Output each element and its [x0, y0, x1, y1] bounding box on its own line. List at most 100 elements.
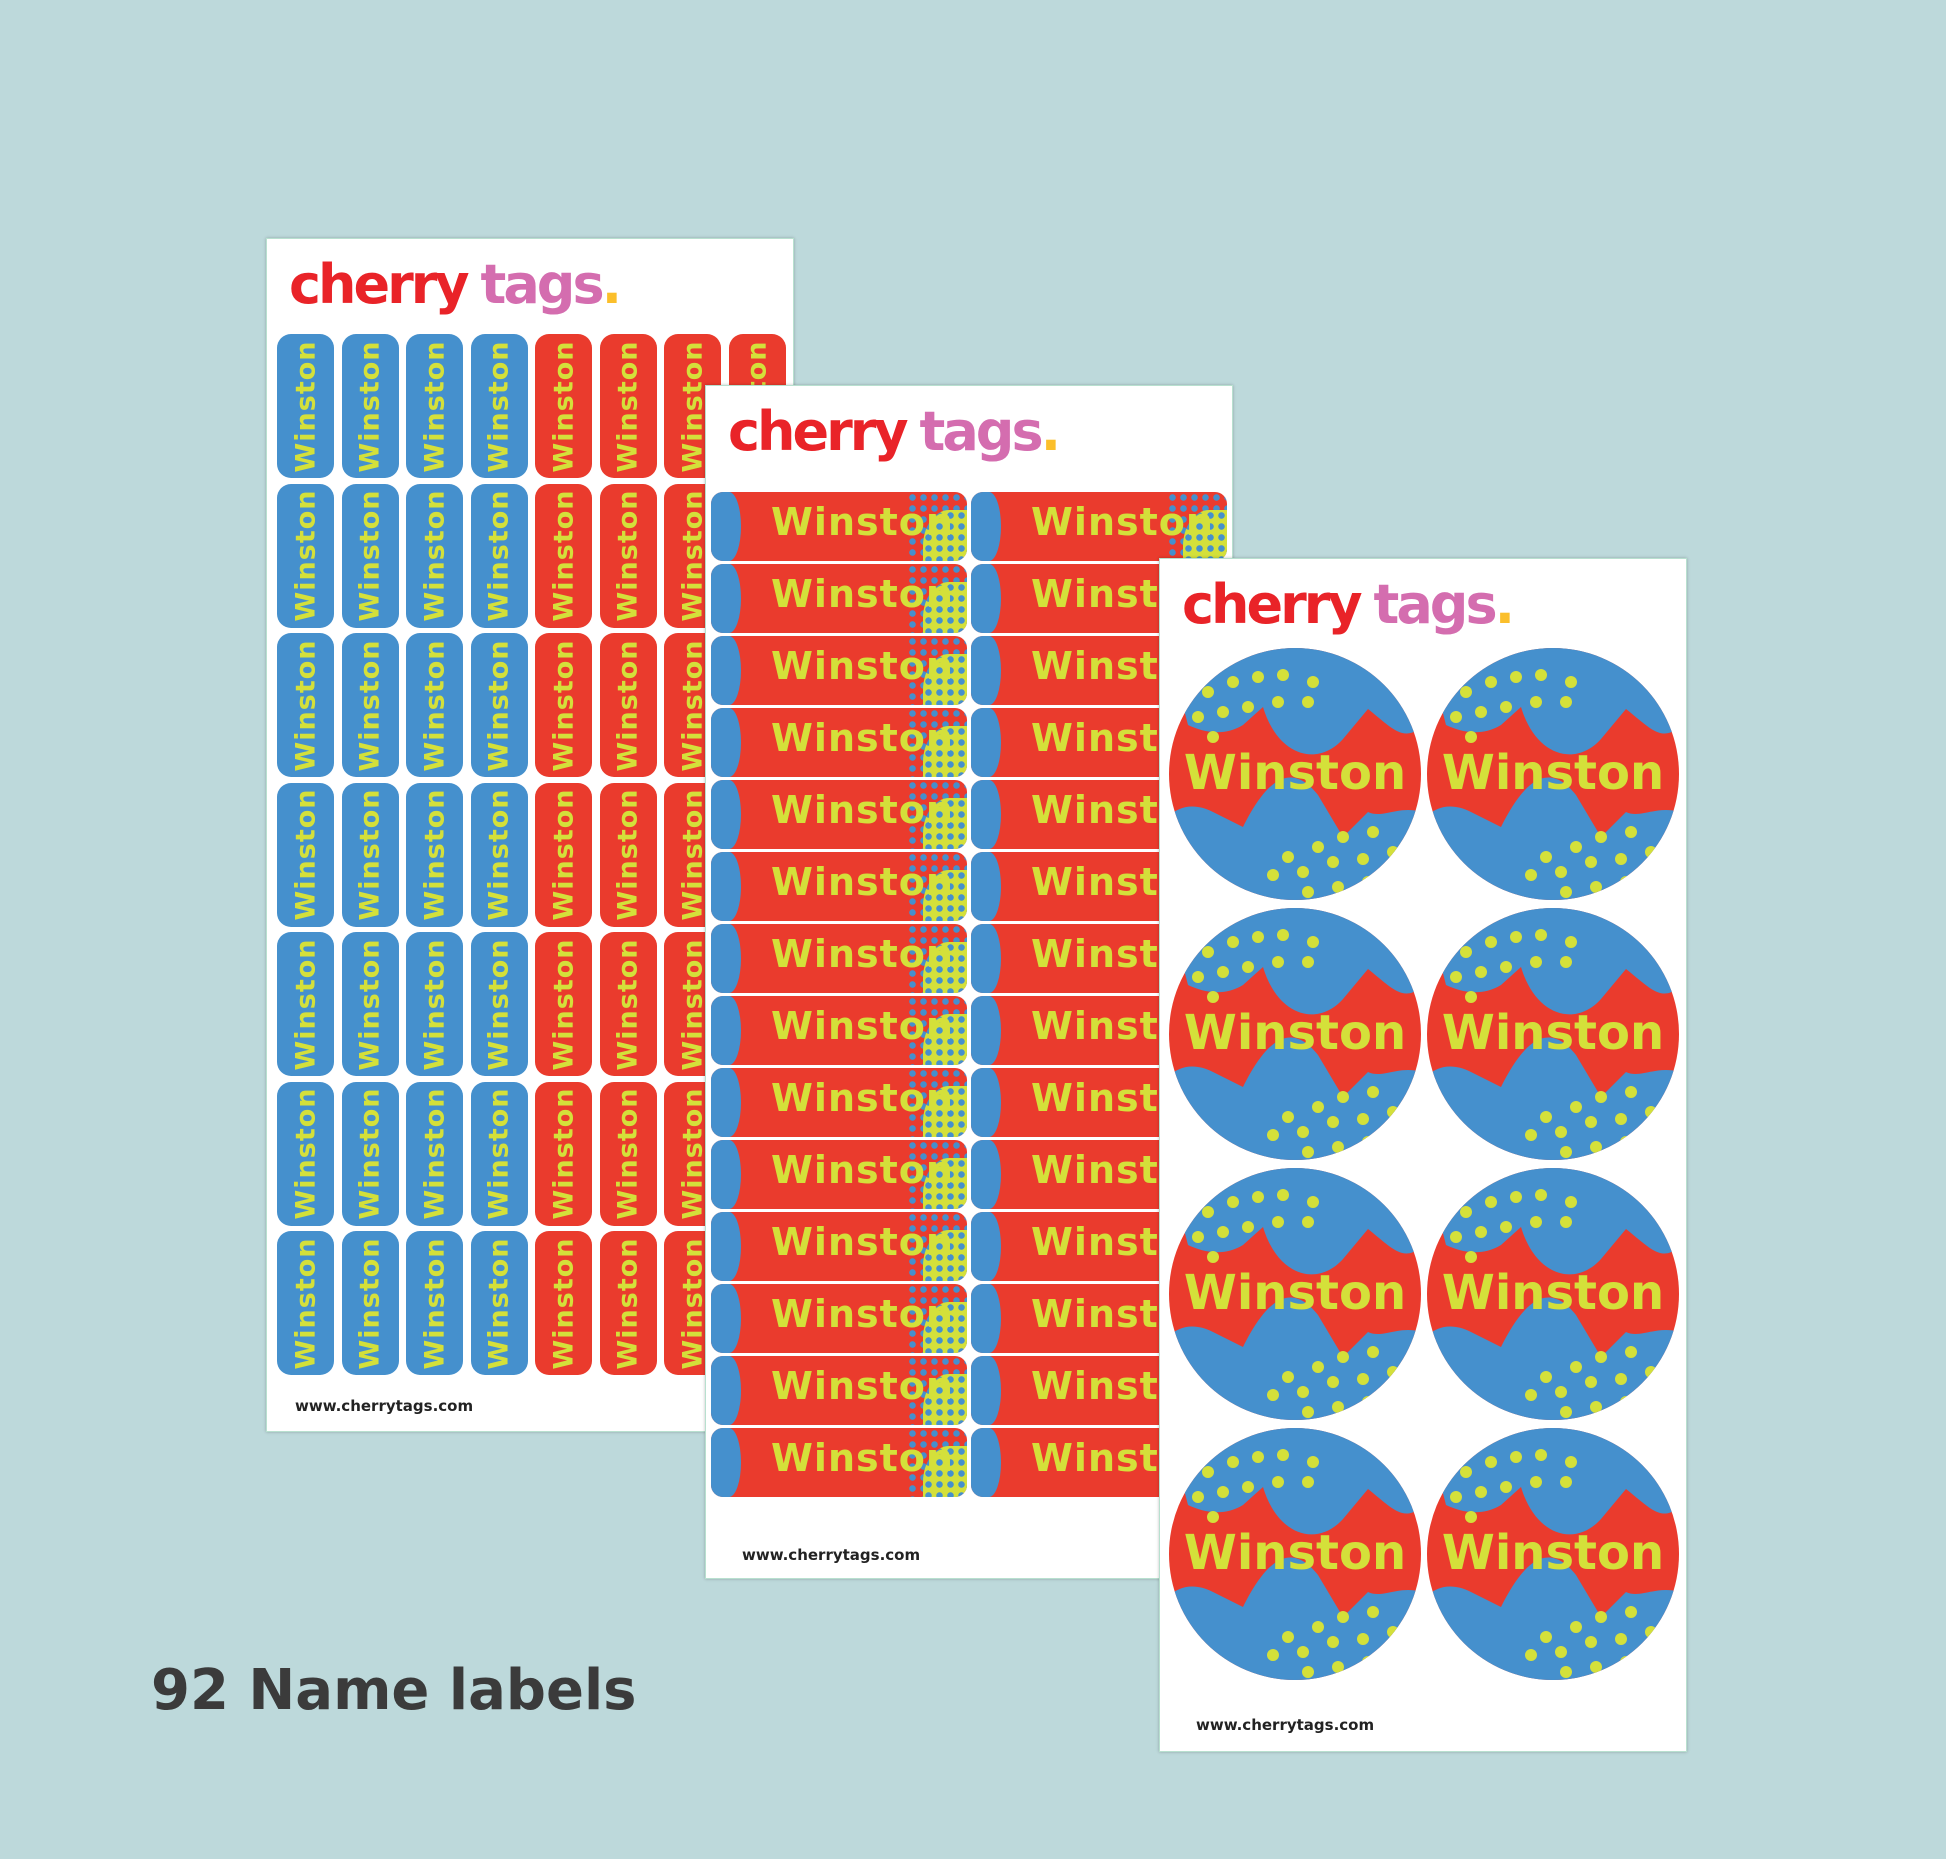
- blue-wave-shape: [711, 780, 741, 849]
- website-url: www.cherrytags.com: [295, 1397, 474, 1415]
- label-text: Winston: [612, 788, 644, 921]
- wide-name-label: Winston: [711, 1140, 967, 1209]
- dot-pattern: [923, 510, 967, 561]
- wide-name-label: Winston: [711, 708, 967, 777]
- label-text: Winston: [548, 489, 580, 622]
- blue-wave-shape: [971, 1356, 1001, 1425]
- round-label-graphic: Winston: [1169, 1168, 1421, 1420]
- tall-name-label: Winston: [406, 1231, 463, 1375]
- label-text: Winston: [483, 788, 515, 921]
- wide-name-label: Winston: [711, 636, 967, 705]
- label-text: Winston: [419, 339, 451, 473]
- label-text: Winston: [419, 1236, 451, 1370]
- tall-name-label: Winston: [599, 334, 657, 478]
- label-text: Winston: [771, 860, 954, 904]
- tall-name-label: Winston: [599, 1231, 657, 1375]
- blue-wave-shape: [711, 996, 741, 1065]
- label-text: Winston: [1184, 1525, 1406, 1581]
- round-name-label: Winston: [1168, 647, 1422, 901]
- round-name-label: Winston: [1168, 1167, 1422, 1421]
- logo-word-tags: tags: [1373, 573, 1498, 636]
- tall-name-label: Winston: [535, 483, 592, 628]
- label-text: Winston: [290, 1236, 322, 1370]
- tall-name-label: Winston: [599, 483, 657, 628]
- label-text: Winston: [612, 1236, 644, 1370]
- tall-name-label: Winston: [406, 932, 463, 1076]
- label-text: Winston: [548, 1087, 580, 1220]
- blue-wave-shape: [971, 996, 1001, 1065]
- blue-wave-shape: [971, 1140, 1001, 1209]
- label-text: Winston: [548, 638, 580, 772]
- logo-dot: .: [1040, 400, 1061, 463]
- label-text: Winston: [612, 937, 644, 1071]
- label-text: Winston: [1184, 1005, 1406, 1061]
- tall-name-label: Winston: [277, 782, 334, 927]
- label-text: Winston: [771, 1220, 954, 1264]
- label-text: Winston: [354, 788, 386, 921]
- blue-wave-shape: [971, 492, 1001, 561]
- label-text: Winston: [548, 937, 580, 1071]
- round-name-label: Winston: [1426, 1167, 1680, 1421]
- label-text: Winston: [548, 1236, 580, 1370]
- label-text: Winston: [354, 1236, 386, 1370]
- label-text: Winston: [1442, 1265, 1664, 1321]
- tall-name-label: Winston: [535, 334, 592, 478]
- label-text: Winston: [290, 339, 322, 473]
- tall-name-label: Winston: [599, 1081, 657, 1226]
- tall-name-label: Winston: [599, 633, 657, 777]
- label-text: Winston: [771, 1148, 954, 1192]
- brand-logo: cherry tags.: [728, 400, 1061, 463]
- product-heading: 92 Name labels: [151, 1658, 637, 1723]
- label-text: Winston: [771, 1292, 954, 1336]
- blue-wave-shape: [711, 1068, 741, 1137]
- label-text: Winston: [1442, 1525, 1664, 1581]
- wide-name-label: Winston: [711, 1284, 967, 1353]
- wide-name-label: Winston: [711, 1356, 967, 1425]
- blue-wave-shape: [711, 852, 741, 921]
- label-text: Winston: [771, 788, 954, 832]
- label-text: Winston: [483, 489, 515, 622]
- label-text: Winston: [677, 638, 709, 772]
- round-label-graphic: Winston: [1169, 908, 1421, 1160]
- label-text: Winston: [771, 500, 954, 544]
- tall-name-label: Winston: [470, 1081, 528, 1226]
- blue-wave-shape: [711, 924, 741, 993]
- label-text: Winston: [290, 638, 322, 772]
- label-text: Winston: [771, 1364, 954, 1408]
- tall-name-label: Winston: [470, 334, 528, 478]
- round-label-graphic: Winston: [1169, 648, 1421, 900]
- tall-name-label: Winston: [277, 483, 334, 628]
- logo-dot: .: [601, 253, 622, 316]
- wide-labels-sheet: cherry tags. www.cherrytags.com Winston Wi…: [705, 385, 1233, 1579]
- tall-name-label: Winston: [535, 1081, 592, 1226]
- label-text: Winston: [419, 489, 451, 622]
- blue-wave-shape: [971, 1212, 1001, 1281]
- label-text: Winston: [677, 1087, 709, 1220]
- tall-name-label: Winston: [341, 932, 399, 1076]
- label-text: Winston: [612, 489, 644, 622]
- wide-name-label: Winston: [711, 924, 967, 993]
- tall-name-label: Winston: [277, 334, 334, 478]
- blue-wave-shape: [971, 780, 1001, 849]
- tall-name-label: Winston: [406, 1081, 463, 1226]
- blue-wave-shape: [711, 1140, 741, 1209]
- logo-word-cherry: cherry: [289, 253, 470, 316]
- tall-name-label: Winston: [470, 633, 528, 777]
- logo-word-tags: tags: [480, 253, 605, 316]
- label-text: Winston: [419, 638, 451, 772]
- label-text: Winston: [290, 489, 322, 622]
- label-text: Winston: [483, 1236, 515, 1370]
- blue-wave-shape: [971, 1428, 1001, 1497]
- tall-name-label: Winston: [277, 1231, 334, 1375]
- dot-pattern: [923, 1230, 967, 1281]
- logo-word-tags: tags: [919, 400, 1044, 463]
- brand-logo: cherry tags.: [1182, 573, 1515, 636]
- tall-name-label: Winston: [535, 633, 592, 777]
- wide-name-label: Winston: [711, 1428, 967, 1497]
- label-text: Winston: [354, 638, 386, 772]
- blue-wave-shape: [971, 708, 1001, 777]
- tall-name-label: Winston: [341, 1231, 399, 1375]
- round-label-graphic: Winston: [1427, 908, 1679, 1160]
- tall-name-label: Winston: [535, 1231, 592, 1375]
- label-text: Winston: [290, 788, 322, 921]
